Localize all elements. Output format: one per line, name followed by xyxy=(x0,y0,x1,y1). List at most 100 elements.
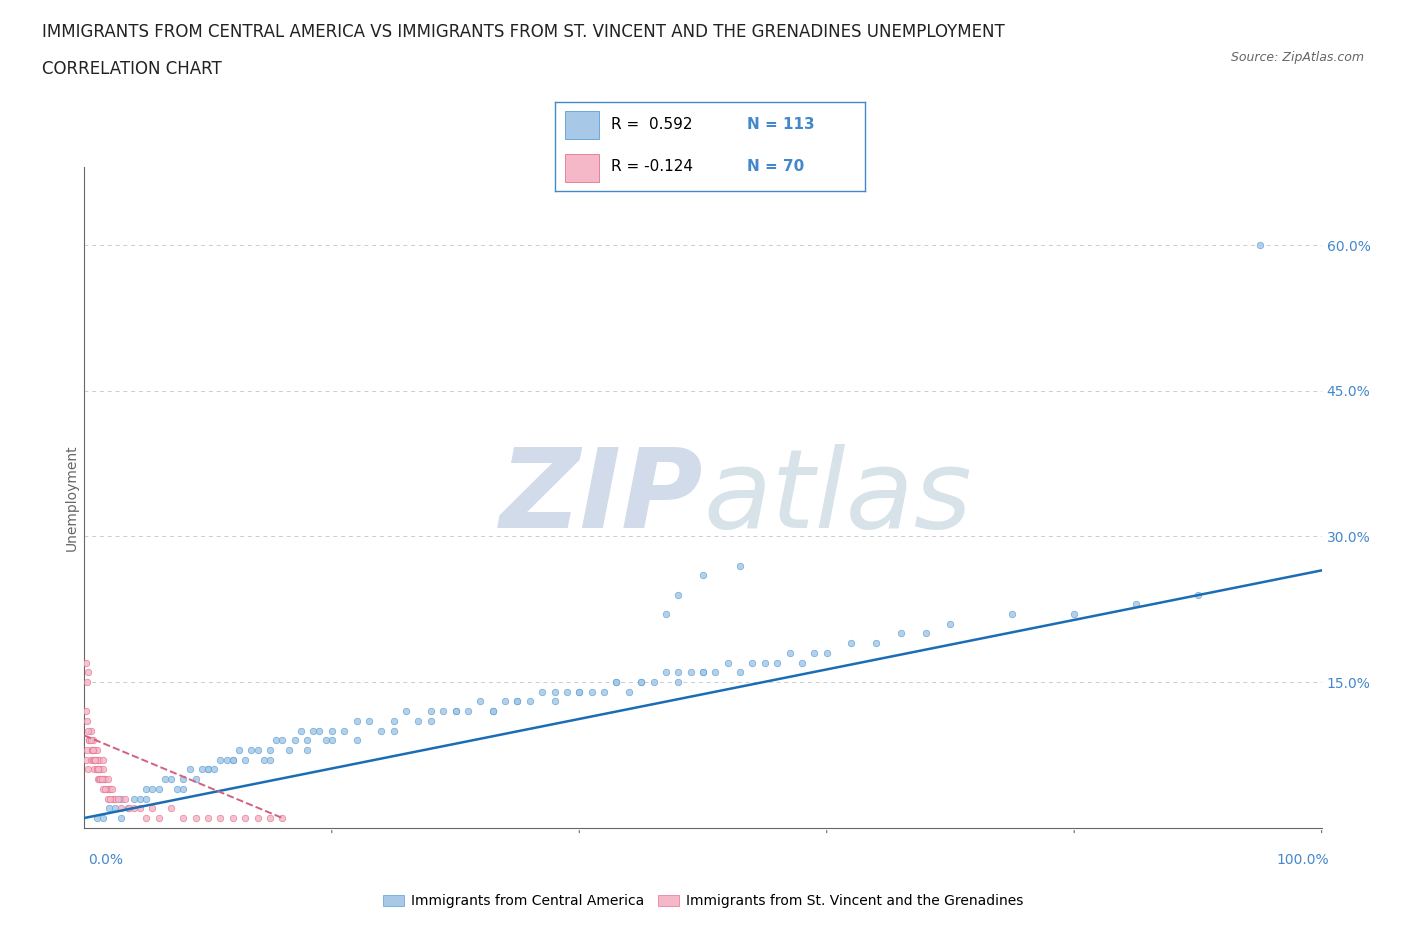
Point xyxy=(865,636,887,651)
Text: R = -0.124: R = -0.124 xyxy=(612,159,693,174)
Point xyxy=(444,704,467,719)
Text: CORRELATION CHART: CORRELATION CHART xyxy=(42,60,222,78)
Text: Source: ZipAtlas.com: Source: ZipAtlas.com xyxy=(1230,51,1364,64)
Point xyxy=(494,694,516,709)
Point xyxy=(91,752,114,767)
FancyBboxPatch shape xyxy=(565,153,599,182)
Point xyxy=(704,665,727,680)
Point xyxy=(290,724,312,738)
Y-axis label: Unemployment: Unemployment xyxy=(65,445,79,551)
Point xyxy=(357,713,380,728)
Point xyxy=(172,772,194,787)
Point xyxy=(77,762,100,777)
Point xyxy=(83,762,105,777)
Point xyxy=(98,801,121,816)
Point xyxy=(110,791,132,806)
Text: N = 113: N = 113 xyxy=(747,117,814,132)
Point xyxy=(100,781,122,796)
Point xyxy=(308,724,330,738)
Point xyxy=(246,742,269,757)
Point xyxy=(531,684,554,699)
Point xyxy=(315,733,337,748)
Point xyxy=(790,656,813,671)
Point xyxy=(94,772,117,787)
Point xyxy=(728,558,751,573)
Point xyxy=(1249,238,1271,253)
Point xyxy=(107,791,129,806)
Point xyxy=(77,724,100,738)
Point xyxy=(179,762,201,777)
Point xyxy=(160,772,183,787)
Point xyxy=(122,801,145,816)
Point xyxy=(284,733,307,748)
Point xyxy=(153,772,176,787)
Point xyxy=(382,724,405,738)
Point xyxy=(114,791,136,806)
Point xyxy=(191,762,214,777)
Point xyxy=(80,742,103,757)
Point xyxy=(655,665,678,680)
Point xyxy=(76,713,98,728)
Point xyxy=(104,791,127,806)
Point xyxy=(779,645,801,660)
Point xyxy=(79,724,101,738)
Point xyxy=(841,636,863,651)
Point xyxy=(89,752,111,767)
Point xyxy=(419,704,441,719)
Point xyxy=(93,772,115,787)
Point xyxy=(717,656,740,671)
Text: R =  0.592: R = 0.592 xyxy=(612,117,693,132)
Point xyxy=(246,811,269,826)
Point xyxy=(84,752,107,767)
Point xyxy=(568,684,591,699)
Point xyxy=(1187,587,1209,602)
Point xyxy=(939,617,962,631)
Point xyxy=(470,694,492,709)
Point xyxy=(259,811,281,826)
Point xyxy=(101,791,124,806)
Point xyxy=(253,752,276,767)
Point xyxy=(148,781,170,796)
Point xyxy=(160,801,183,816)
Point xyxy=(84,752,107,767)
Point xyxy=(98,781,121,796)
Point xyxy=(75,752,97,767)
Point xyxy=(432,704,454,719)
Point xyxy=(91,781,114,796)
Point xyxy=(408,713,430,728)
Point xyxy=(104,801,127,816)
Point xyxy=(481,704,503,719)
Point xyxy=(80,742,103,757)
Point xyxy=(370,724,392,738)
Point xyxy=(82,742,104,757)
Point xyxy=(87,772,110,787)
Text: atlas: atlas xyxy=(703,444,972,551)
Point xyxy=(141,801,163,816)
Point xyxy=(135,781,157,796)
Point xyxy=(728,665,751,680)
Point xyxy=(605,674,627,689)
Point xyxy=(506,694,529,709)
Point xyxy=(87,752,110,767)
Point xyxy=(259,752,281,767)
Text: 100.0%: 100.0% xyxy=(1277,853,1329,868)
Point xyxy=(202,762,225,777)
Point xyxy=(89,762,111,777)
Point xyxy=(79,733,101,748)
Point xyxy=(271,811,294,826)
Point xyxy=(1001,606,1024,621)
Point xyxy=(110,801,132,816)
Point xyxy=(666,674,689,689)
Point xyxy=(197,811,219,826)
Point xyxy=(75,704,97,719)
Point xyxy=(692,665,714,680)
Point xyxy=(98,791,121,806)
Point xyxy=(1125,597,1147,612)
Text: N = 70: N = 70 xyxy=(747,159,804,174)
Point xyxy=(741,656,763,671)
Point xyxy=(222,752,245,767)
Point xyxy=(519,694,541,709)
Point xyxy=(346,713,368,728)
Point xyxy=(110,811,132,826)
Point xyxy=(129,801,152,816)
